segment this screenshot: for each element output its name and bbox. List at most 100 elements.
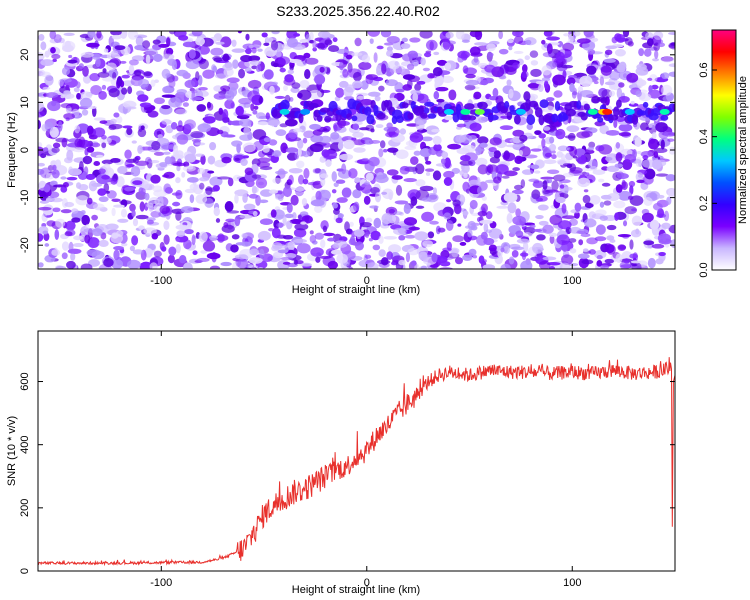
spectrogram-cell: [159, 205, 171, 214]
spectrogram-cell: [132, 249, 144, 255]
spectrogram-cell: [514, 155, 523, 165]
spectrogram-cell: [563, 33, 570, 37]
spectrogram-cell: [143, 71, 152, 77]
spectrogram-cell: [222, 63, 234, 71]
spectrogram-cell: [401, 53, 413, 62]
spectrogram-cell: [327, 237, 336, 242]
spectrogram-cell: [187, 176, 199, 183]
spectrogram-cell: [365, 74, 378, 80]
spectrogram-cell: [98, 90, 107, 100]
spectrogram-cell: [562, 172, 575, 178]
spectrogram-cell: [604, 49, 613, 56]
spectrogram-cell: [202, 69, 215, 79]
spectrogram-cell: [44, 243, 50, 247]
spectrogram-cell: [330, 132, 340, 140]
spectrogram-cell: [415, 179, 426, 187]
spectrogram-cell: [101, 84, 107, 90]
spectrogram-cell: [386, 35, 400, 44]
spectrogram-cell: [66, 260, 76, 269]
spectrogram-cell: [603, 58, 616, 63]
spectrogram-cell: [220, 85, 231, 92]
spectrogram-cell: [153, 97, 166, 105]
spectrogram-cell: [538, 133, 546, 139]
spectrogram-cell: [484, 64, 496, 73]
spectrogram-cell: [275, 129, 287, 136]
spectrogram-cell: [335, 217, 343, 224]
spectrogram-y-tick-label: -20: [19, 237, 31, 253]
spectrogram-cell: [518, 149, 524, 156]
spectrogram-cell: [137, 145, 143, 154]
spectrogram-cell: [103, 48, 109, 53]
spectrogram-cell: [407, 248, 419, 256]
spectrogram-cell: [224, 99, 235, 110]
spectrogram-cell: [312, 168, 321, 174]
spectrogram-cell: [224, 201, 234, 212]
spectrogram-cell: [401, 37, 409, 43]
spectrogram-cell: [653, 151, 659, 159]
spectrogram-cell: [269, 85, 275, 95]
spectrogram-cell: [616, 171, 625, 179]
spectrogram-cell: [338, 62, 344, 71]
spectrogram-cell: [157, 134, 163, 139]
signal-peak: [300, 108, 311, 115]
spectrogram-cell: [587, 146, 595, 151]
spectrogram-cell: [386, 122, 393, 129]
spectrogram-cell: [576, 131, 590, 139]
spectrogram-cell: [182, 262, 193, 269]
spectrogram-cell: [667, 188, 675, 198]
spectrogram-cell: [108, 88, 120, 98]
colorbar: 0.0 0.2 0.4 0.6 Normalized spectral amplitu…: [698, 29, 749, 278]
signal-cell: [642, 101, 649, 108]
spectrogram-cell: [149, 262, 158, 269]
spectrogram-cell: [581, 259, 594, 265]
spectrogram-cell: [639, 122, 649, 131]
spectrogram-cell: [299, 211, 309, 217]
spectrogram-cell: [253, 105, 259, 110]
spectrogram-cell: [63, 93, 75, 99]
spectrogram-cell: [359, 222, 372, 228]
spectrogram-cell: [139, 261, 153, 269]
spectrogram-cell: [468, 248, 477, 257]
spectrogram-cell: [54, 229, 60, 240]
spectrogram-cell: [476, 234, 488, 246]
spectrogram-cell: [511, 250, 519, 258]
spectrogram-cell: [443, 170, 455, 179]
signal-peak: [443, 108, 454, 115]
spectrogram-cell: [611, 36, 618, 44]
spectrogram-cell: [595, 145, 605, 152]
spectrogram-cell: [604, 244, 615, 254]
spectrogram-cell: [280, 256, 294, 261]
spectrogram-cell: [617, 234, 632, 238]
spectrogram-cell: [352, 131, 364, 138]
spectrogram-cell: [658, 130, 669, 139]
spectrogram-cell: [38, 233, 44, 242]
spectrogram-cell: [599, 201, 605, 208]
spectrogram-cell: [328, 45, 340, 53]
spectrogram-cell: [297, 92, 303, 99]
spectrogram-cell: [608, 90, 616, 97]
spectrogram-cell: [366, 262, 379, 269]
spectrogram-cell: [561, 203, 567, 214]
spectrogram-cell: [38, 206, 52, 211]
spectrogram-cell: [121, 74, 130, 79]
spectrogram-cell: [592, 169, 606, 175]
spectrogram-cell: [443, 212, 452, 220]
spectrogram-cell: [542, 51, 555, 58]
spectrogram-cell: [38, 162, 45, 167]
spectrogram-cell: [361, 54, 371, 63]
spectrogram-cell: [343, 139, 355, 150]
spectrogram-cell: [51, 54, 61, 60]
spectrogram-cell: [217, 176, 231, 180]
spectrogram-cell: [142, 40, 151, 49]
spectrogram-cell: [178, 34, 189, 41]
spectrogram-cell: [116, 115, 123, 124]
spectrogram-cell: [374, 191, 382, 203]
spectrogram-cell: [541, 39, 546, 45]
spectrogram-cell: [223, 221, 229, 229]
spectrogram-cell: [498, 48, 509, 55]
spectrogram-cell: [86, 125, 94, 135]
spectrogram-cell: [549, 235, 555, 244]
spectrogram-cell: [520, 260, 533, 269]
spectrogram-cell: [383, 148, 388, 153]
